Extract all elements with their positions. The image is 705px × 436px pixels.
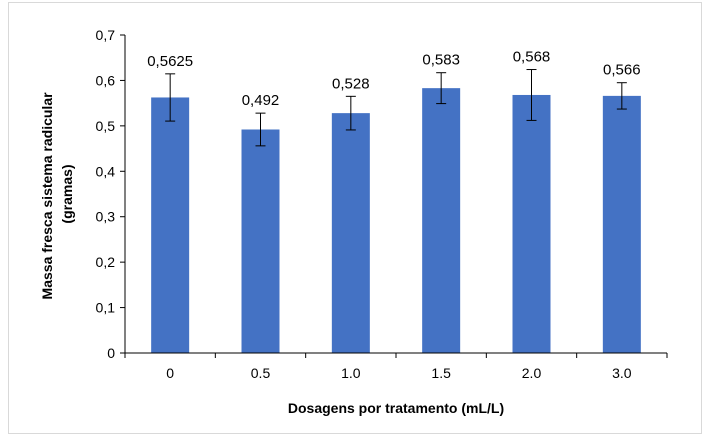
x-tick-label: 0.5 xyxy=(251,365,271,381)
bar xyxy=(151,97,190,353)
y-axis-ticks: 0 0,1 0,2 0,3 0,4 0,5 0,6 0,7 xyxy=(96,27,125,361)
x-tick-label: 2.0 xyxy=(522,365,542,381)
bar xyxy=(422,88,461,353)
data-label: 0,566 xyxy=(603,62,641,79)
data-label: 0,583 xyxy=(422,52,460,69)
y-axis-title: Massa fresca sistema radicular (gramas) xyxy=(39,89,75,300)
bars xyxy=(151,88,641,354)
x-axis-ticks: 0 0.5 1.0 1.5 2.0 3.0 xyxy=(124,353,668,381)
y-tick-label: 0,1 xyxy=(96,300,116,316)
x-tick-label: 3.0 xyxy=(612,365,632,381)
y-tick-label: 0,2 xyxy=(96,254,116,270)
y-axis-title-line-1: Massa fresca sistema radicular xyxy=(39,92,55,300)
x-tick-label: 0 xyxy=(166,365,174,381)
x-tick-label: 1.5 xyxy=(431,365,451,381)
bar xyxy=(512,94,551,354)
x-tick-label: 1.0 xyxy=(341,365,361,381)
y-tick-label: 0,6 xyxy=(96,72,116,88)
x-axis-title: Dosagens por tratamento (mL/L) xyxy=(288,400,504,416)
y-tick-label: 0 xyxy=(107,345,115,361)
error-bars xyxy=(165,69,627,147)
data-label: 0,5625 xyxy=(147,53,193,70)
y-axis-title-line-2: (gramas) xyxy=(59,164,75,223)
data-label: 0,528 xyxy=(332,75,370,92)
bar xyxy=(331,113,370,353)
y-tick-label: 0,5 xyxy=(96,118,116,134)
data-label: 0,568 xyxy=(513,49,551,66)
y-tick-label: 0,4 xyxy=(96,163,116,179)
bar xyxy=(602,95,641,354)
y-tick-label: 0,7 xyxy=(96,27,116,43)
data-labels: 0,5625 0,492 0,528 0,583 0,568 0,566 xyxy=(147,49,640,110)
data-label: 0,492 xyxy=(242,92,280,109)
bar xyxy=(241,129,280,353)
y-tick-label: 0,3 xyxy=(96,209,116,225)
